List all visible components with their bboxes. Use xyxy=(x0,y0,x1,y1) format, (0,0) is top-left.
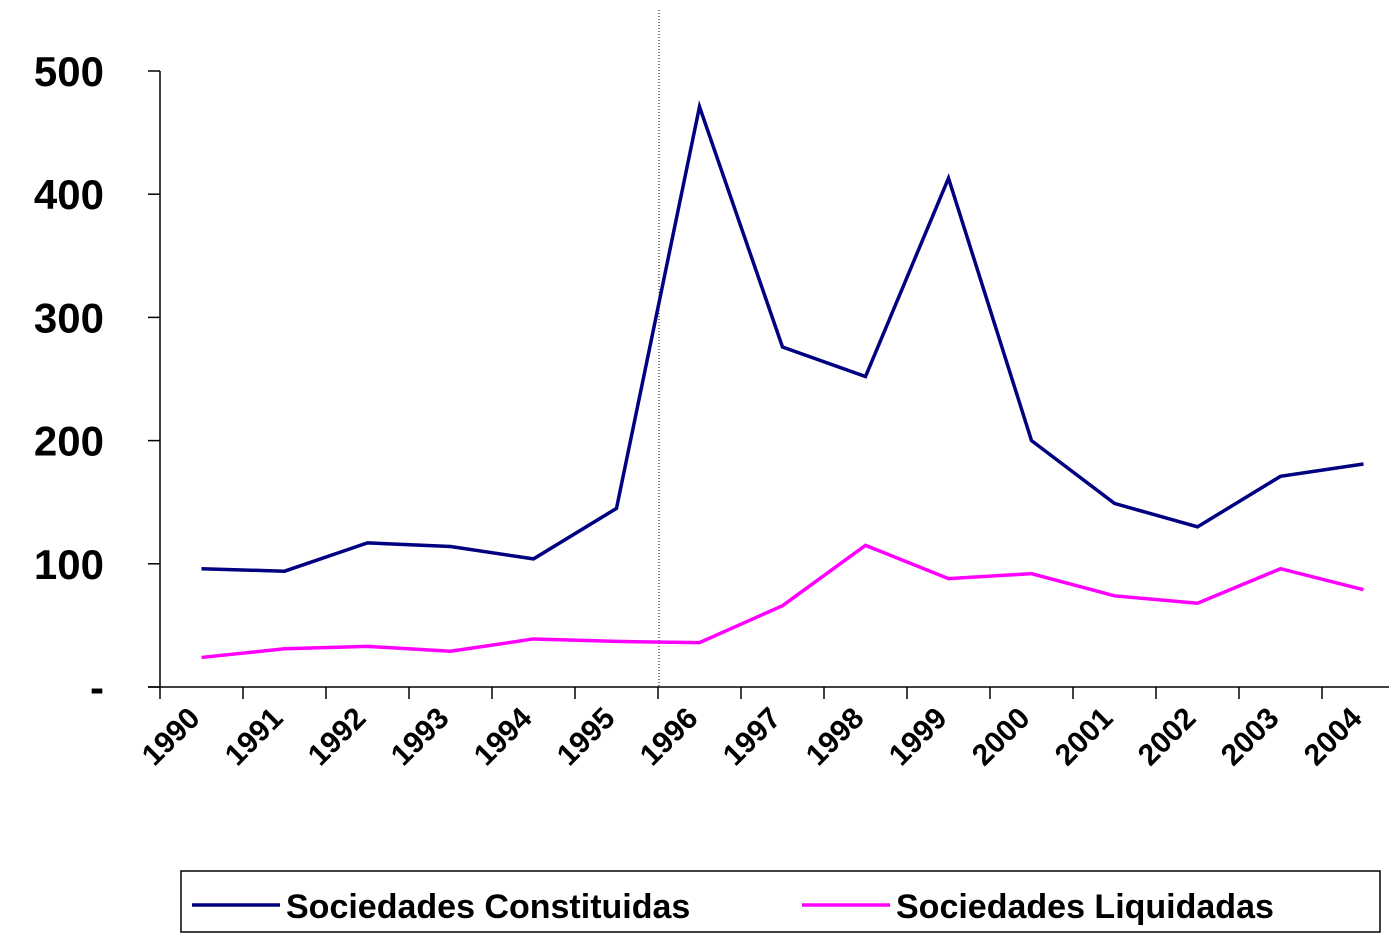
x-tick-label: 1994 xyxy=(468,701,539,772)
y-tick-label: 200 xyxy=(34,418,104,465)
legend-label: Sociedades Constituidas xyxy=(286,888,690,926)
x-tick-label: 1992 xyxy=(302,702,373,773)
x-tick-label: 2001 xyxy=(1049,702,1120,773)
y-tick-label: 400 xyxy=(34,171,104,218)
x-tick-label: 1998 xyxy=(800,702,871,773)
x-tick-label: 1990 xyxy=(136,702,207,773)
x-tick-label: 1996 xyxy=(634,702,705,773)
x-tick-label: 2003 xyxy=(1215,702,1286,773)
legend-box xyxy=(180,870,1381,933)
x-tick-label: 1999 xyxy=(883,702,954,773)
series-line xyxy=(201,100,1364,573)
x-tick-label: 1995 xyxy=(551,702,622,773)
x-tick-label: 1997 xyxy=(717,702,788,773)
y-tick-label: 100 xyxy=(34,541,104,588)
x-tick-label: 1993 xyxy=(385,702,456,773)
legend-label: Sociedades Liquidadas xyxy=(896,888,1274,926)
x-tick-label: 1991 xyxy=(219,702,290,773)
x-tick-label: 2002 xyxy=(1132,702,1203,773)
series-line xyxy=(201,543,1364,660)
y-tick-label: - xyxy=(90,664,104,711)
x-tick-label: 2004 xyxy=(1298,701,1369,772)
x-tick-label: 2000 xyxy=(966,702,1037,773)
y-tick-label: 500 xyxy=(34,48,104,95)
y-tick-label: 300 xyxy=(34,294,104,341)
